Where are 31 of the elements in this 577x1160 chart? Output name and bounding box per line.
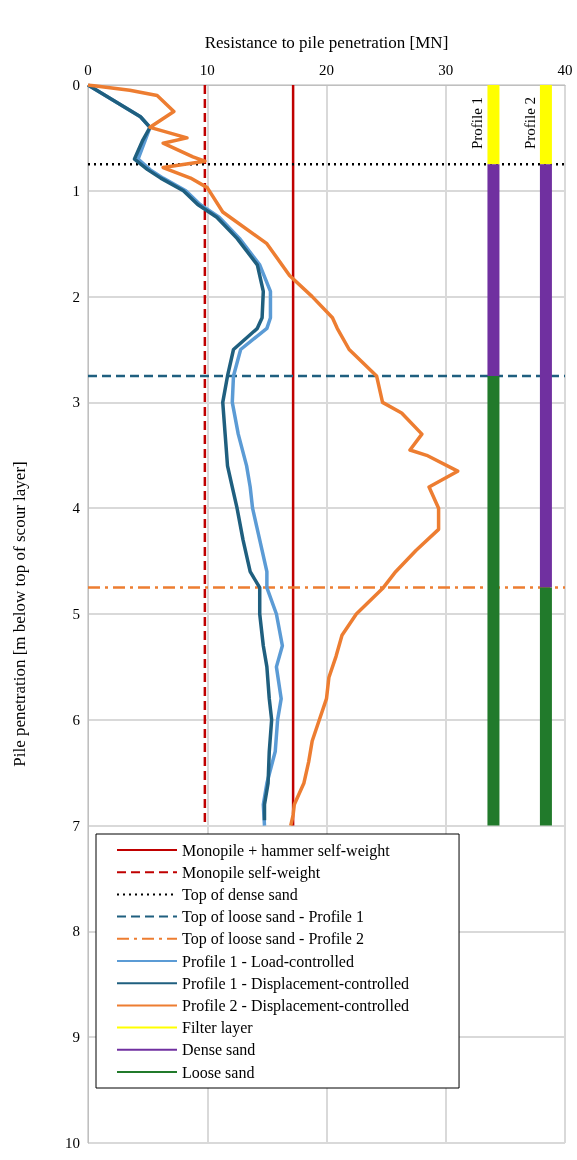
y-tick-label: 0 <box>72 77 80 93</box>
legend-label: Profile 1 - Load-controlled <box>182 952 354 970</box>
x-tick-label: 0 <box>84 61 92 78</box>
y-axis-title: Pile penetration [m below top of scour layer] <box>10 461 29 767</box>
x-axis-title: Resistance to pile penetration [MN] <box>204 33 449 52</box>
y-tick-label: 6 <box>72 711 81 728</box>
y-tick-label: 10 <box>65 1135 80 1151</box>
y-tick-label: 2 <box>72 288 80 305</box>
x-tick-label: 30 <box>438 61 454 78</box>
x-tick-label: 10 <box>199 61 215 78</box>
legend-label: Top of loose sand - Profile 2 <box>182 930 364 949</box>
y-tick-label: 9 <box>72 1029 80 1046</box>
legend-label: Loose sand <box>182 1063 255 1081</box>
legend-label: Top of dense sand <box>182 885 298 904</box>
y-tick-label: 7 <box>72 817 81 834</box>
y-tick-label: 4 <box>72 500 81 517</box>
x-tick-label: 20 <box>319 61 334 78</box>
y-tick-label: 5 <box>72 606 80 622</box>
y-tick-label: 3 <box>72 394 80 411</box>
annotation: Profile 2 <box>521 96 538 150</box>
legend-label: Profile 1 - Displacement-controlled <box>182 974 410 993</box>
x-tick-label: 40 <box>557 61 573 78</box>
y-tick-label: 8 <box>72 923 80 940</box>
legend-label: Monopile self-weight <box>182 863 321 882</box>
y-tick-label: 1 <box>72 182 80 199</box>
legend-label: Top of loose sand - Profile 1 <box>182 908 364 927</box>
annotation: Profile 1 <box>469 96 486 150</box>
legend-label: Profile 2 - Displacement-controlled <box>182 996 410 1015</box>
legend-label: Filter layer <box>182 1019 254 1038</box>
legend-label: Dense sand <box>182 1041 256 1059</box>
ref-line-label: Monopile + hammer self-weight <box>182 841 391 860</box>
